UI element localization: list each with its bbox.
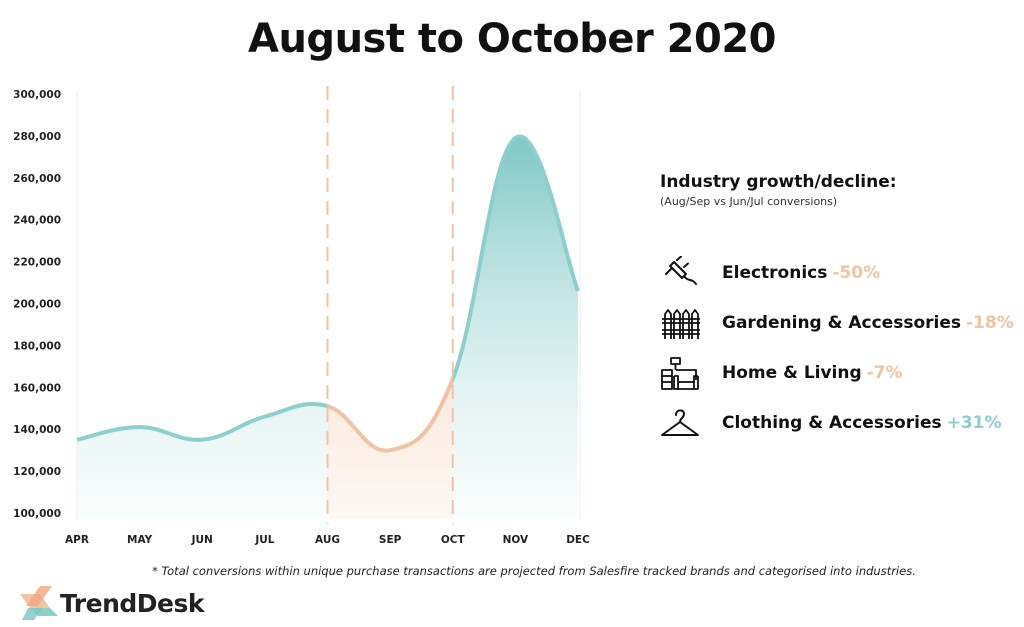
y-tick-label: 180,000 — [13, 340, 61, 352]
industry-label: Electronics — [722, 263, 828, 283]
industry-label: Gardening & Accessories — [722, 313, 961, 333]
x-tick-label: JUN — [191, 534, 213, 546]
industry-item-electronics: Electronics -50% — [660, 256, 880, 290]
y-tick-label: 240,000 — [13, 215, 61, 227]
plug-icon — [665, 256, 697, 285]
x-tick-label: AUG — [315, 534, 340, 546]
x-tick-label: JUL — [254, 534, 274, 546]
series-line — [76, 134, 580, 453]
footnote: * Total conversions within unique purcha… — [152, 564, 916, 578]
brand-logo: TrendDesk — [20, 586, 205, 620]
series-line-before — [76, 402, 328, 442]
legend-heading: Industry growth/decline: — [660, 172, 897, 192]
y-tick-label: 220,000 — [13, 257, 61, 269]
y-axis: 100,000 120,000 140,000 160,000 180,000 200,0… — [13, 89, 61, 520]
trenddesk-logo-icon — [20, 586, 58, 620]
industry-legend: Industry growth/decline: (Aug/Sep vs Jun… — [660, 172, 1020, 436]
area-fill-before — [77, 404, 328, 519]
highlight-markers — [326, 86, 454, 524]
industry-change: +31% — [946, 413, 1002, 433]
fence-icon — [662, 309, 700, 339]
series-area — [77, 136, 578, 519]
industry-item-gardening: Gardening & Accessories -18% — [660, 306, 1014, 340]
industry-change: -18% — [966, 313, 1014, 333]
hanger-icon — [661, 409, 699, 436]
x-tick-label: APR — [65, 534, 89, 546]
y-tick-label: 140,000 — [13, 424, 61, 436]
x-tick-label: DEC — [566, 534, 590, 546]
y-tick-label: 260,000 — [13, 173, 61, 185]
y-tick-label: 200,000 — [13, 299, 61, 311]
chart-title: August to October 2020 — [248, 16, 776, 62]
x-tick-label: MAY — [127, 534, 153, 546]
x-tick-label: SEP — [379, 534, 402, 546]
x-tick-label: NOV — [503, 534, 529, 546]
legend-subheading: (Aug/Sep vs Jun/Jul conversions) — [660, 195, 838, 208]
armchair-icon — [661, 357, 699, 390]
industry-item-clothing: Clothing & Accessories +31% — [660, 406, 1002, 440]
y-tick-label: 100,000 — [13, 508, 61, 520]
x-tick-label: OCT — [441, 534, 466, 546]
series-line-highlight — [327, 373, 453, 453]
series-line-after — [452, 134, 580, 385]
area-fill-after — [452, 136, 578, 519]
area-fill-highlight — [327, 378, 453, 519]
industry-change: -7% — [866, 363, 903, 383]
y-tick-label: 280,000 — [13, 131, 61, 143]
industry-item-home-living: Home & Living -7% — [660, 356, 903, 390]
industry-change: -50% — [832, 263, 881, 283]
brand-name: TrendDesk — [60, 588, 205, 618]
y-tick-label: 160,000 — [13, 382, 61, 394]
industry-label: Clothing & Accessories — [722, 413, 942, 433]
y-tick-label: 300,000 — [13, 89, 61, 101]
y-tick-label: 120,000 — [13, 466, 61, 478]
industry-label: Home & Living — [722, 363, 862, 383]
x-axis: APR MAY JUN JUL AUG SEP OCT NOV DEC — [65, 534, 590, 546]
